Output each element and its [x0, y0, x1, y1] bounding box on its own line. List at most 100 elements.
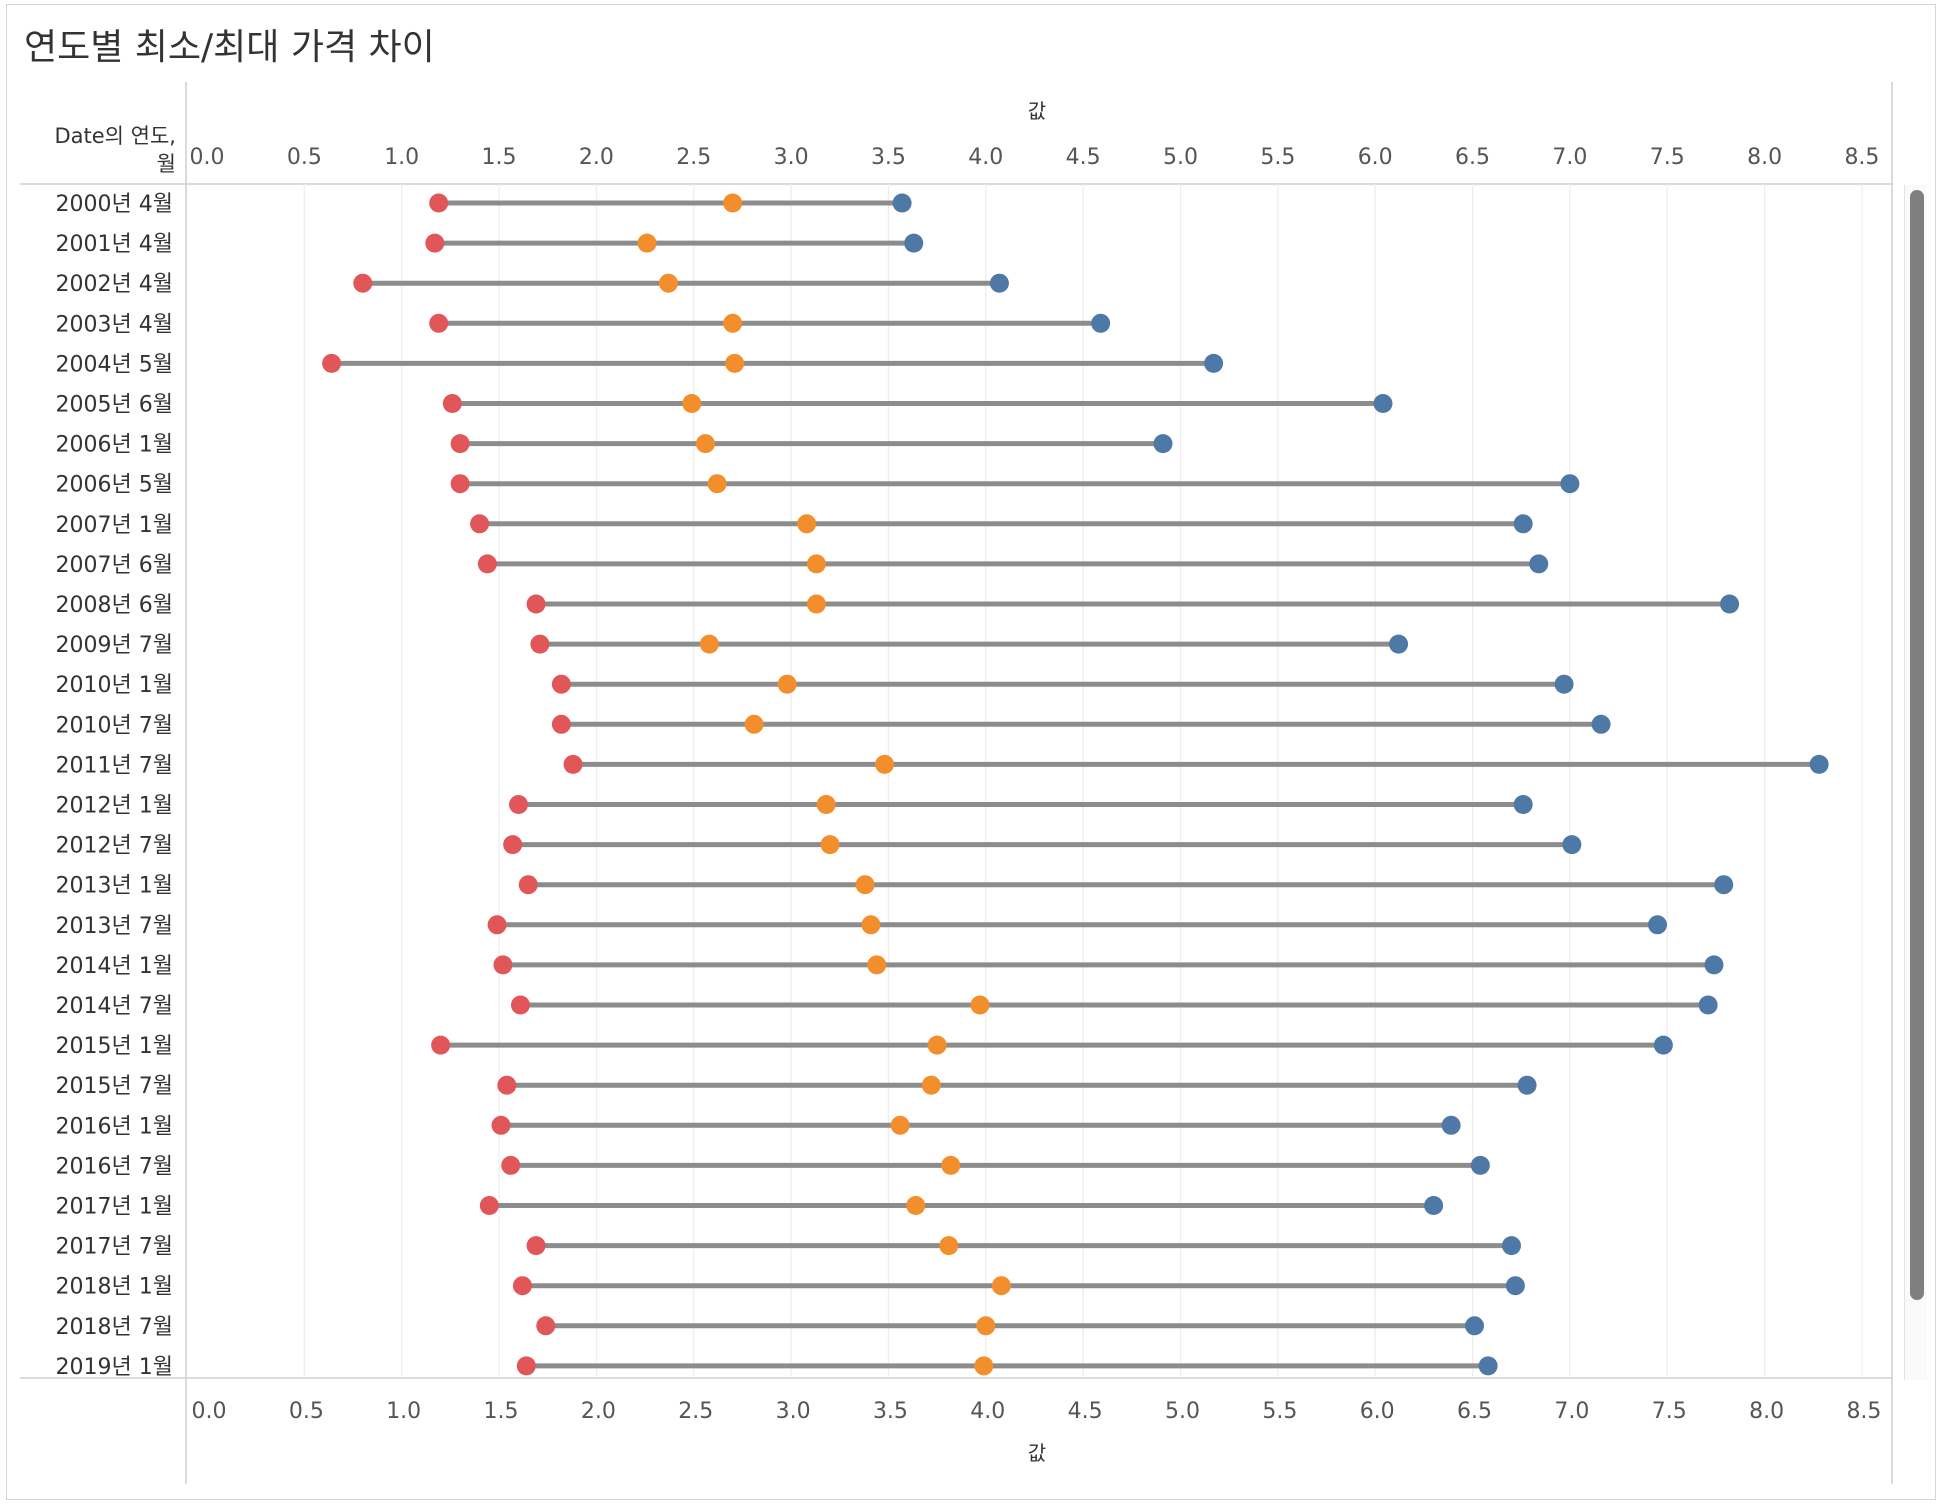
avg-point: [921, 1075, 941, 1095]
bottom-tick-label: 4.0: [970, 1399, 1005, 1424]
top-tick-label: 1.5: [482, 145, 517, 170]
row-label: 2012년 7월: [56, 834, 173, 859]
min-point: [431, 1035, 451, 1055]
avg-point: [806, 554, 826, 574]
row-label: 2004년 5월: [56, 352, 173, 377]
min-point: [551, 674, 571, 694]
top-tick-label: 6.0: [1358, 145, 1393, 170]
min-point: [493, 955, 513, 975]
scrollbar-thumb[interactable]: [1910, 190, 1924, 1300]
row-label: 2013년 7월: [56, 914, 173, 939]
row-label: 2003년 4월: [56, 312, 173, 337]
bottom-tick-label: 5.0: [1165, 1399, 1200, 1424]
top-tick-label: 7.0: [1552, 145, 1587, 170]
max-point: [1389, 634, 1409, 654]
min-point: [487, 915, 507, 935]
max-point: [1478, 1356, 1498, 1376]
top-tick-label: 8.5: [1844, 145, 1879, 170]
row-label: 2006년 1월: [56, 433, 173, 458]
min-point: [510, 995, 530, 1015]
bottom-tick-label: 3.5: [873, 1399, 908, 1424]
min-point: [536, 1316, 556, 1336]
min-point: [470, 514, 490, 534]
avg-point: [974, 1356, 994, 1376]
avg-point: [816, 795, 836, 814]
min-point: [491, 1115, 511, 1135]
avg-point: [744, 714, 764, 734]
row-label: 2000년 4월: [56, 192, 173, 217]
avg-point: [820, 835, 840, 855]
top-tick-label: 5.5: [1260, 145, 1295, 170]
avg-point: [725, 353, 745, 373]
min-point: [442, 394, 462, 413]
avg-point: [970, 995, 990, 1015]
max-point: [1441, 1115, 1461, 1135]
row-label: 2001년 4월: [56, 232, 173, 257]
max-point: [1464, 1316, 1484, 1336]
row-label: 2013년 1월: [56, 874, 173, 899]
min-point: [516, 1356, 536, 1376]
top-tick-label: 6.5: [1455, 145, 1490, 170]
avg-point: [637, 233, 657, 253]
min-point: [563, 754, 583, 774]
avg-point: [797, 514, 817, 534]
top-tick-label: 3.5: [871, 145, 906, 170]
row-label: 2002년 4월: [56, 272, 173, 297]
row-label: 2007년 1월: [56, 513, 173, 538]
avg-point: [939, 1236, 959, 1256]
avg-point: [867, 955, 887, 975]
min-point: [353, 273, 373, 293]
min-point: [429, 313, 449, 333]
row-label: 2010년 7월: [56, 713, 173, 738]
max-point: [1529, 554, 1549, 574]
chart-marks: [322, 193, 1829, 1376]
max-point: [1714, 875, 1734, 895]
avg-point: [906, 1196, 926, 1215]
top-tick-label: 4.5: [1066, 145, 1101, 170]
avg-point: [695, 434, 715, 454]
top-tick-label: 3.0: [774, 145, 809, 170]
row-label: 2018년 7월: [56, 1315, 173, 1340]
row-label: 2012년 1월: [56, 794, 173, 819]
bottom-tick-label: 8.5: [1846, 1399, 1881, 1424]
max-point: [989, 273, 1009, 293]
top-tick-label: 2.5: [676, 145, 711, 170]
avg-point: [991, 1276, 1011, 1296]
max-point: [1562, 835, 1582, 855]
min-point: [501, 1155, 521, 1175]
min-point: [518, 875, 538, 895]
row-label: 2019년 1월: [56, 1355, 173, 1380]
avg-point: [890, 1115, 910, 1135]
top-tick-label: 0.0: [190, 145, 225, 170]
max-point: [1424, 1196, 1444, 1215]
row-label: 2014년 7월: [56, 994, 173, 1019]
max-point: [904, 233, 924, 253]
bottom-axis: 0.0 0.5 1.0 1.5 2.0 2.5 3.0 3.5 4.0 4.5 5.0 5.5 6.0 6…: [192, 1399, 1882, 1465]
bottom-tick-label: 1.0: [386, 1399, 421, 1424]
bottom-tick-label: 7.5: [1652, 1399, 1687, 1424]
row-header: Date의 연도, 월: [20, 122, 176, 178]
max-point: [1373, 394, 1393, 413]
row-label: 2016년 7월: [56, 1154, 173, 1179]
bottom-tick-label: 0.0: [192, 1399, 227, 1424]
max-point: [1648, 915, 1668, 935]
avg-point: [723, 193, 743, 213]
max-point: [1698, 995, 1718, 1015]
bottom-tick-label: 4.5: [1068, 1399, 1103, 1424]
avg-point: [941, 1155, 961, 1175]
max-point: [1704, 955, 1724, 975]
max-point: [1720, 594, 1740, 614]
row-label: 2014년 1월: [56, 954, 173, 979]
max-point: [1653, 1035, 1673, 1055]
max-point: [1091, 313, 1111, 333]
row-label: 2005년 6월: [56, 393, 173, 418]
avg-point: [875, 754, 895, 774]
row-label: 2010년 1월: [56, 673, 173, 698]
min-point: [479, 1196, 499, 1215]
max-point: [1513, 514, 1533, 534]
min-point: [429, 193, 449, 213]
bottom-tick-label: 3.0: [776, 1399, 811, 1424]
bottom-tick-label: 1.5: [484, 1399, 519, 1424]
min-point: [450, 474, 470, 494]
top-tick-label: 4.0: [968, 145, 1003, 170]
